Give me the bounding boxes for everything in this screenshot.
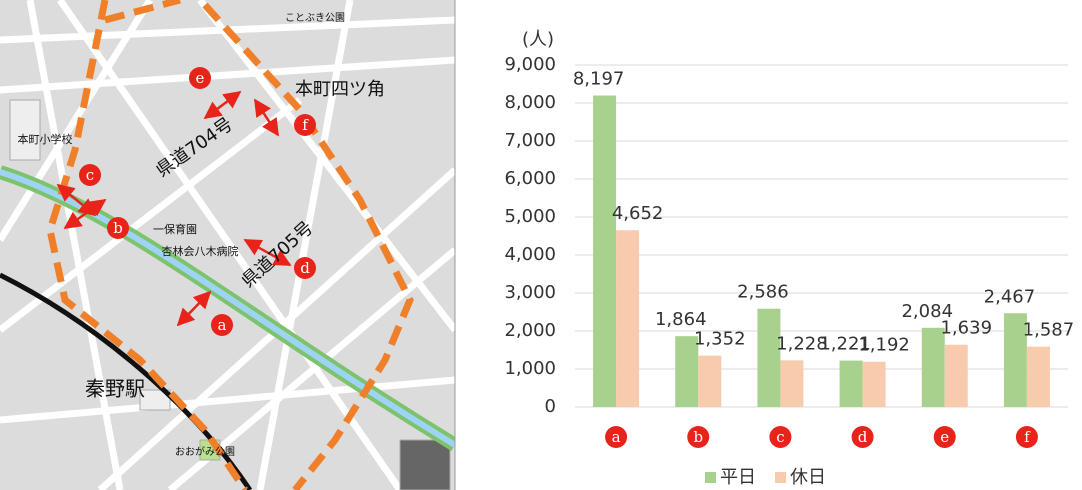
study-area [46,0,414,490]
bar [1003,313,1027,407]
point-letter: c [776,428,784,446]
point-badge [1015,426,1038,448]
point-letter: b [693,428,703,446]
value-label: 1,587 [1023,320,1075,341]
y-axis-label: (人) [522,29,554,50]
bar [780,360,804,407]
point-letter: b [113,219,123,237]
point-letter: d [300,259,310,277]
place-label: 杏林会八木病院 [162,244,239,258]
bar [862,361,886,407]
legend-swatch [775,472,786,483]
point-markers: e f c b d a [79,67,316,336]
y-tick-label: 0 [545,396,556,417]
point-badge [107,217,129,239]
point-letter: a [612,428,621,446]
place-label: ことぶき公園 [285,12,345,24]
value-label: 4,652 [612,203,664,224]
map: ことぶき公園 本町四ツ角 県道704号 県道705号 本町小学校 一保育園 杏林… [0,0,455,490]
y-tick-label: 4,000 [504,244,556,265]
point-badge [211,314,233,336]
y-tick-label: 7,000 [504,130,556,151]
point-letter: e [196,69,205,87]
blocks [9,99,451,490]
point-letter: f [302,116,309,134]
bar [593,95,617,407]
y-tick-label: 9,000 [504,54,556,75]
point-letter: f [1024,428,1031,446]
point-badge [769,426,792,448]
point-badge [79,164,101,186]
y-tick-label: 3,000 [504,282,556,303]
y-tick-label: 5,000 [504,206,556,227]
point-letter: c [86,166,94,184]
point-letter: d [858,428,868,446]
bar [839,360,863,407]
y-tick-label: 1,000 [504,358,556,379]
y-tick-label: 6,000 [504,168,556,189]
place-label: 本町四ツ角 [295,79,385,100]
point-badge [294,114,316,136]
point-badge [687,426,710,448]
legend-label: 平日 [720,467,756,488]
point-letter: a [218,316,227,334]
bar [921,327,945,407]
place-label: 本町小学校 [18,132,73,146]
y-tick-label: 8,000 [504,92,556,113]
point-badge [189,67,211,89]
value-label: 1,228 [776,333,828,354]
value-label: 1,864 [655,309,707,330]
y-tick-label: 2,000 [504,320,556,341]
bar [944,344,968,407]
place-label: 一保育園 [153,222,197,236]
legend-label: 休日 [790,467,826,488]
bar [616,230,640,407]
point-badge [605,426,628,448]
bar [675,336,699,407]
bar [698,355,722,407]
value-label: 1,221 [819,334,871,355]
river-water [0,169,455,448]
bar [1026,346,1050,407]
point-badge [294,257,316,279]
value-label: 1,192 [858,335,910,356]
railway [0,272,253,490]
legend-swatch [705,472,716,483]
count-arrows [56,90,292,327]
value-label: 2,084 [901,301,953,322]
place-label: 秦野駅 [85,377,145,401]
point-badge [933,426,956,448]
place-label: おおがみ公園 [175,445,235,458]
value-label: 2,586 [737,282,789,303]
point-letter: e [940,428,949,446]
value-label: 2,467 [984,286,1036,307]
bar [757,308,781,407]
value-label: 1,352 [694,329,746,350]
point-badge [851,426,874,448]
value-label: 1,639 [940,318,992,339]
value-label: 8,197 [573,69,625,90]
